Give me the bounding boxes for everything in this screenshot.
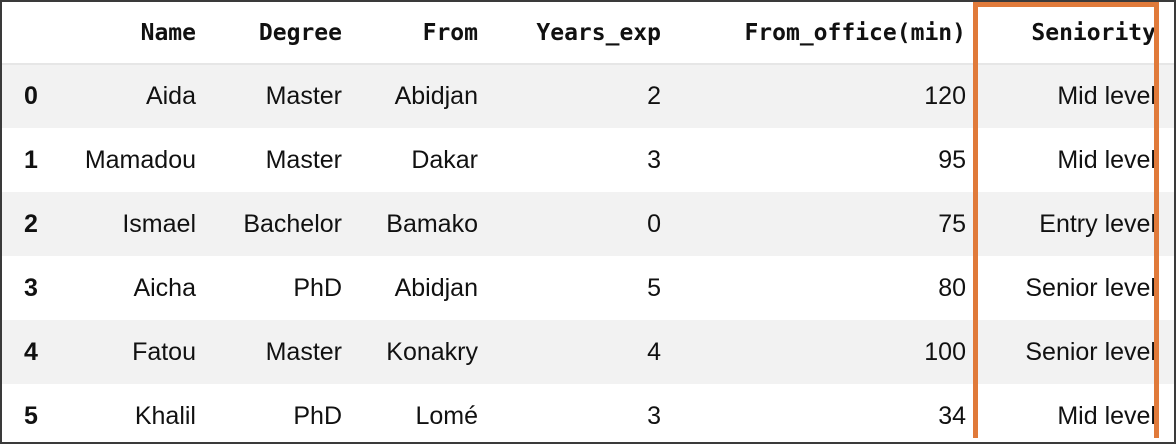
frame-bottom-gap <box>956 438 1174 442</box>
cell-from: Dakar <box>411 145 478 174</box>
cell-from-office: 80 <box>938 273 966 302</box>
cell-name: Ismael <box>122 209 196 238</box>
row-index: 4 <box>24 337 38 366</box>
cell-name: Fatou <box>132 337 196 366</box>
column-header-name: Name <box>54 2 214 65</box>
cell-degree: Bachelor <box>243 209 342 238</box>
cell-name: Mamadou <box>84 145 196 174</box>
cell-name: Aida <box>145 82 196 110</box>
cell-years-exp: 2 <box>647 82 661 110</box>
cell-from-office: 120 <box>924 82 966 110</box>
column-header-from: From <box>360 2 496 65</box>
cell-seniority: Entry level <box>1039 209 1156 238</box>
column-header-from-office: From_office(min) <box>679 2 984 65</box>
column-header-seniority: Seniority <box>984 2 1174 65</box>
cell-years-exp: 4 <box>647 337 661 366</box>
cell-from-office: 34 <box>938 401 966 430</box>
table-row: 2 Ismael Bachelor Bamako 0 75 Entry leve… <box>2 192 1174 256</box>
cell-name: Aicha <box>133 273 196 302</box>
cell-seniority: Senior level <box>1025 273 1156 302</box>
table-row: 0 Aida Master Abidjan 2 120 Mid level <box>2 64 1174 128</box>
column-header-years-exp: Years_exp <box>496 2 679 65</box>
cell-degree: Master <box>265 337 342 366</box>
cell-from: Abidjan <box>394 273 478 302</box>
cell-from-office: 75 <box>938 209 966 238</box>
column-header-degree: Degree <box>214 2 360 65</box>
table-row: 3 Aicha PhD Abidjan 5 80 Senior level <box>2 256 1174 320</box>
cell-seniority: Mid level <box>1057 145 1156 174</box>
cell-from: Bamako <box>386 209 478 238</box>
cell-seniority: Senior level <box>1025 337 1156 366</box>
cell-years-exp: 3 <box>647 145 661 174</box>
row-index: 1 <box>24 145 38 174</box>
cell-degree: PhD <box>293 401 342 430</box>
table-row: 1 Mamadou Master Dakar 3 95 Mid level <box>2 128 1174 192</box>
cell-from: Lomé <box>415 401 478 430</box>
cell-years-exp: 5 <box>647 273 661 302</box>
row-index: 2 <box>24 209 38 238</box>
row-index: 0 <box>24 82 38 110</box>
cell-name: Khalil <box>134 401 196 430</box>
cell-years-exp: 0 <box>647 209 661 238</box>
header-row: Name Degree From Years_exp From_office(m… <box>2 2 1174 65</box>
cell-seniority: Mid level <box>1057 82 1156 110</box>
cell-seniority: Mid level <box>1057 401 1156 430</box>
cell-from-office: 100 <box>924 337 966 366</box>
cell-degree: Master <box>265 145 342 174</box>
cell-degree: PhD <box>293 273 342 302</box>
cell-degree: Master <box>265 82 342 110</box>
cell-from-office: 95 <box>938 145 966 174</box>
table-row: 5 Khalil PhD Lomé 3 34 Mid level <box>2 384 1174 442</box>
row-index: 3 <box>24 273 38 302</box>
row-index: 5 <box>24 401 38 430</box>
cell-from: Abidjan <box>394 82 478 110</box>
cell-from: Konakry <box>386 337 478 366</box>
cell-years-exp: 3 <box>647 401 661 430</box>
column-header-index <box>2 2 54 65</box>
table-row: 4 Fatou Master Konakry 4 100 Senior leve… <box>2 320 1174 384</box>
